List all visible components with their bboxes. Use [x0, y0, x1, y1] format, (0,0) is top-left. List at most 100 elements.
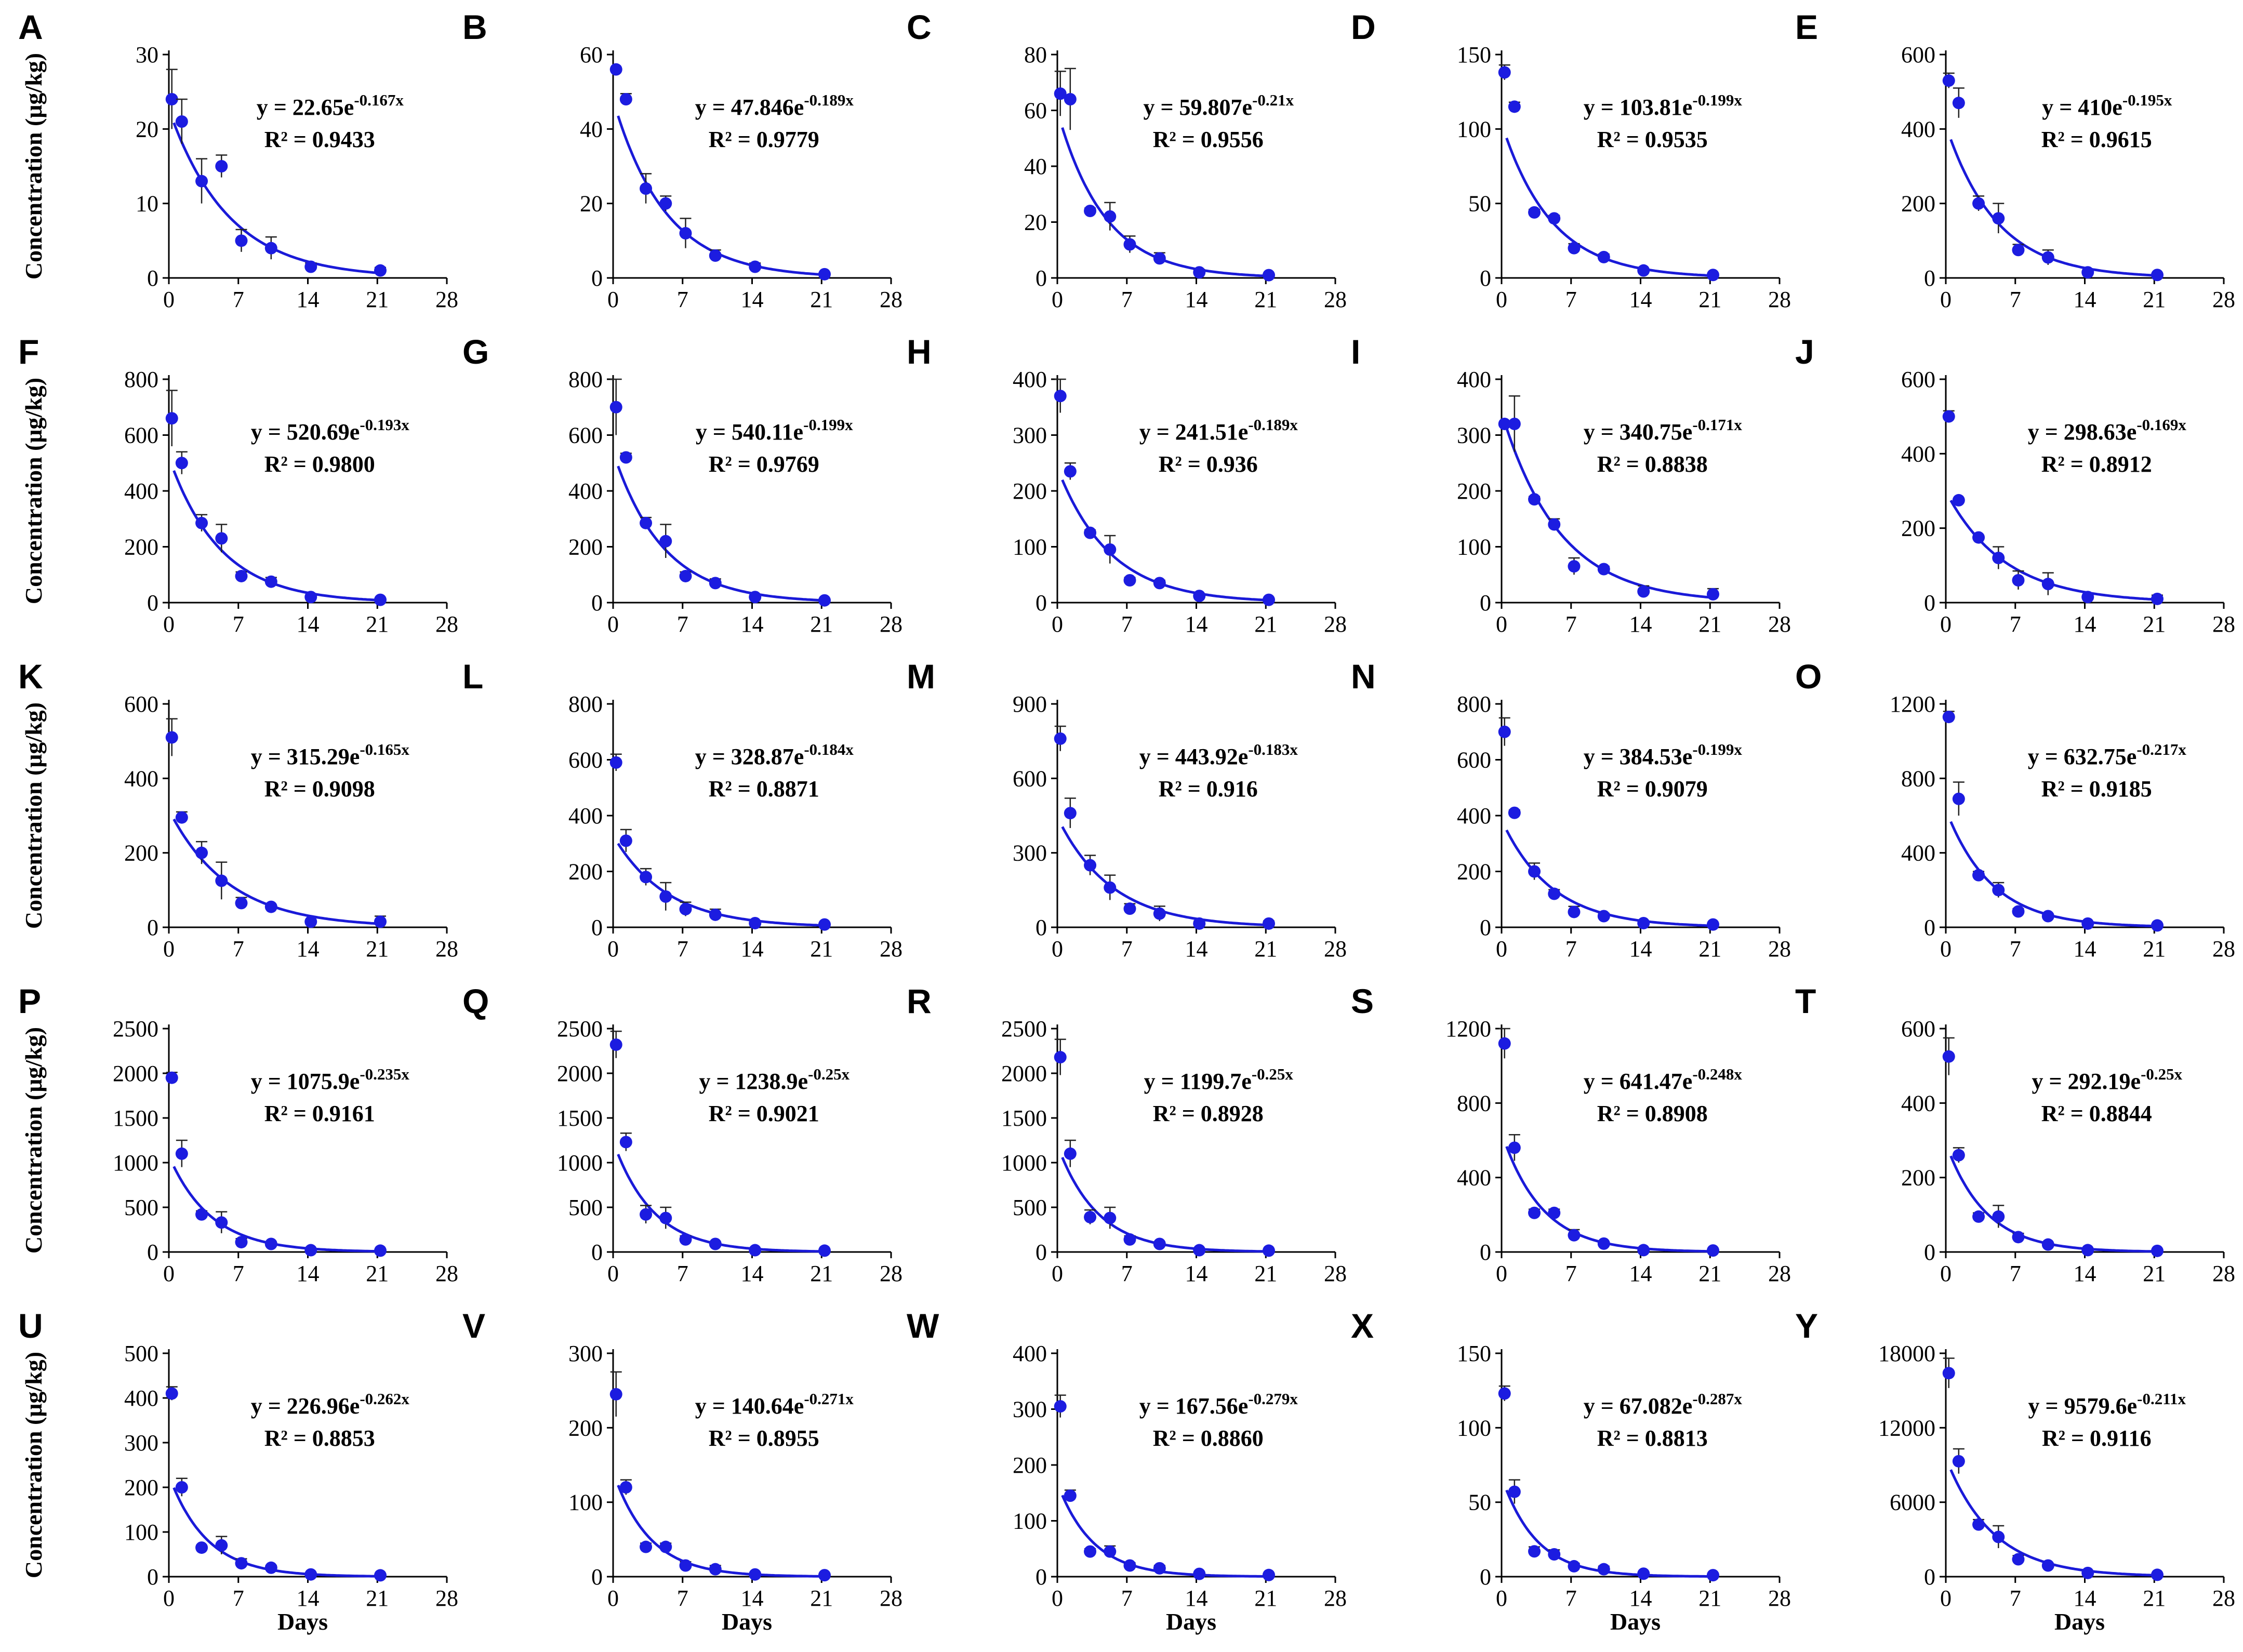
data-point: [1508, 100, 1521, 113]
x-tick-label: 7: [2010, 287, 2021, 312]
data-point: [1084, 1545, 1097, 1558]
r-squared: R² = 0.8912: [2041, 451, 2152, 477]
data-point: [1262, 269, 1275, 282]
data-point: [2012, 1231, 2025, 1244]
y-tick-label: 300: [1013, 841, 1047, 866]
data-point: [619, 834, 632, 847]
data-point: [818, 1569, 831, 1582]
data-point: [304, 591, 317, 604]
fit-curve: [1505, 1489, 1710, 1578]
x-tick-label: 14: [2074, 936, 2096, 962]
x-tick-label: 21: [2143, 1261, 2166, 1286]
x-tick-label: 21: [366, 611, 389, 637]
fit-curve: [1061, 1156, 1266, 1253]
data-point: [1972, 531, 1985, 544]
y-tick-label: 60: [1024, 98, 1047, 124]
y-tick-label: 18000: [1878, 1341, 1935, 1366]
data-point: [2151, 1244, 2164, 1257]
fit-equation: y = 59.807e-0.21x: [1143, 91, 1294, 120]
fit-equation: y = 520.69e-0.193x: [251, 416, 410, 445]
x-tick-label: 28: [2212, 287, 2235, 312]
x-tick-label: 14: [1629, 611, 1652, 637]
data-point: [659, 1211, 672, 1224]
data-point: [1054, 1400, 1067, 1413]
y-tick-label: 100: [568, 1490, 603, 1515]
x-tick-label: 28: [2212, 1586, 2235, 1611]
y-tick-label: 0: [1036, 590, 1047, 616]
r-squared: R² = 0.9021: [709, 1101, 819, 1126]
data-point: [818, 268, 831, 281]
y-tick-label: 100: [1457, 1415, 1491, 1441]
x-tick-label: 21: [810, 936, 833, 962]
x-tick-label: 14: [741, 1586, 764, 1611]
data-point: [1104, 210, 1117, 223]
x-tick-label: 28: [880, 287, 902, 312]
x-tick-label: 28: [1768, 611, 1791, 637]
x-tick-label: 28: [2212, 936, 2235, 962]
y-tick-label: 0: [591, 1240, 603, 1265]
x-tick-label: 0: [607, 936, 619, 962]
data-point: [1508, 1485, 1521, 1498]
y-tick-label: 200: [568, 1415, 603, 1441]
fit-curve: [1505, 829, 1710, 927]
data-point: [1706, 1244, 1719, 1257]
data-point: [818, 594, 831, 607]
panel-t: T 0 200 400 600 0 7 14 21 28 y = 292.19e-0.25x R² =…: [1795, 982, 2235, 1286]
data-point: [1153, 1237, 1166, 1250]
y-tick-label: 150: [1457, 1341, 1491, 1366]
data-point: [1064, 93, 1077, 105]
data-point: [215, 874, 228, 887]
y-tick-label: 50: [1468, 191, 1491, 217]
data-point: [1262, 1568, 1275, 1581]
x-tick-label: 14: [2074, 287, 2096, 312]
y-tick-label: 0: [147, 915, 158, 940]
x-tick-label: 7: [1121, 611, 1133, 637]
x-tick-label: 21: [2143, 1586, 2166, 1611]
panel-letter: C: [907, 8, 932, 46]
data-point: [1528, 1545, 1541, 1558]
panel-a: A 0 10 20 30 0 7 14 21 28 Concentration (μg/kg) y =…: [18, 8, 458, 312]
data-point: [1597, 250, 1610, 263]
data-point: [1568, 905, 1581, 918]
x-tick-label: 21: [1254, 1586, 1277, 1611]
y-tick-label: 500: [1013, 1195, 1047, 1220]
x-tick-label: 7: [1121, 936, 1133, 962]
x-tick-label: 14: [2074, 611, 2096, 637]
data-point: [2151, 592, 2164, 605]
fit-curve: [172, 1487, 378, 1578]
x-tick-label: 7: [677, 1261, 688, 1286]
y-tick-label: 400: [1901, 116, 1935, 142]
y-tick-label: 800: [1901, 766, 1935, 791]
y-tick-label: 40: [580, 116, 603, 142]
data-point: [609, 401, 622, 414]
data-point: [1153, 252, 1166, 265]
r-squared: R² = 0.9098: [264, 776, 375, 802]
x-axis-title: Days: [1610, 1608, 1661, 1635]
fit-equation: y = 167.56e-0.279x: [1139, 1390, 1298, 1419]
x-tick-label: 0: [1052, 1261, 1063, 1286]
data-point: [1597, 1237, 1610, 1250]
y-tick-label: 200: [1457, 478, 1491, 504]
y-tick-label: 100: [1457, 116, 1491, 142]
x-tick-label: 7: [2010, 611, 2021, 637]
x-tick-label: 28: [1768, 1586, 1791, 1611]
y-tick-label: 600: [1457, 748, 1491, 773]
r-squared: R² = 0.9433: [264, 127, 375, 152]
fit-equation: y = 9579.6e-0.211x: [2028, 1390, 2186, 1419]
panel-letter: B: [462, 8, 487, 46]
data-point: [215, 1539, 228, 1552]
x-tick-label: 28: [435, 1261, 458, 1286]
panel-f: F 0 200 400 600 800 0 7 14 21 28 Concentration (μg/…: [18, 332, 458, 637]
y-tick-label: 1500: [557, 1105, 603, 1131]
data-point: [640, 1208, 653, 1221]
panel-d: D 0 50 100 150 0 7 14 21 28 y = 103.81e-0.199x R² =…: [1351, 8, 1791, 312]
x-tick-label: 21: [366, 1261, 389, 1286]
y-tick-label: 600: [124, 423, 158, 448]
x-tick-label: 0: [1052, 936, 1063, 962]
panel-letter: H: [907, 332, 932, 371]
data-point: [709, 908, 722, 921]
data-point: [619, 93, 632, 105]
fit-curve: [1949, 1155, 2155, 1253]
data-point: [640, 871, 653, 884]
x-tick-label: 7: [233, 287, 244, 312]
